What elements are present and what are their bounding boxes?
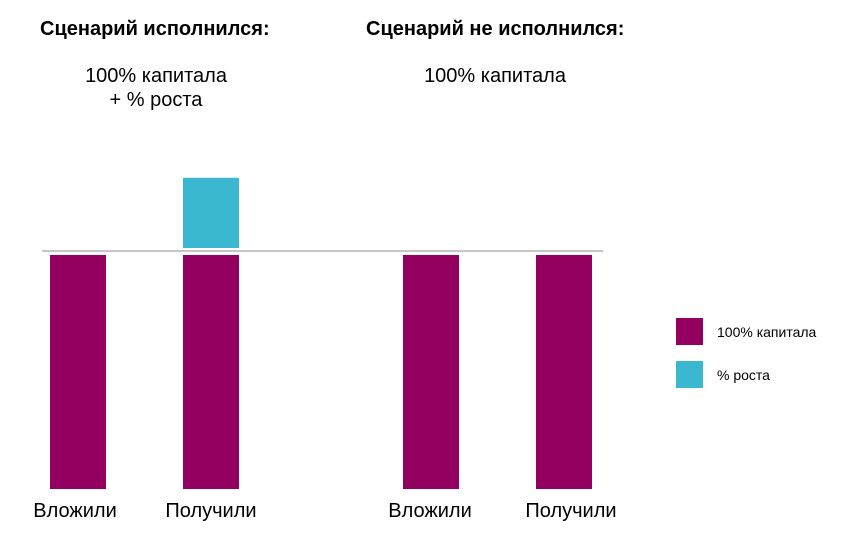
- legend-swatch-growth: [676, 361, 703, 388]
- x-label-group-2-invested: Вложили: [388, 500, 472, 522]
- x-label-group-1-received: Получили: [165, 500, 257, 522]
- bar-group-2-received-capital: [536, 255, 592, 489]
- legend-swatch-capital: [676, 318, 703, 345]
- x-label-group-1-invested: Вложили: [33, 500, 117, 522]
- legend-item-capital: 100% капитала: [676, 318, 816, 345]
- group-1-title: Сценарий исполнился:: [40, 18, 270, 40]
- x-label-group-2-received: Получили: [525, 500, 617, 522]
- legend-label-growth: % роста: [717, 366, 770, 383]
- legend-item-growth: % роста: [676, 361, 770, 388]
- legend-label-capital: 100% капитала: [717, 323, 817, 340]
- bar-group-1-received-capital: [183, 255, 239, 489]
- bar-group-1-received-growth: [183, 177, 239, 248]
- group-1-subtitle-line-2: + % роста: [109, 89, 203, 111]
- group-2-subtitle: 100% капитала: [365, 64, 625, 88]
- group-2-title: Сценарий не исполнился:: [366, 18, 625, 40]
- group-1-subtitle: 100% капитала + % роста: [26, 64, 286, 112]
- bar-group-2-invested-capital: [403, 255, 459, 489]
- group-2-subtitle-line-1: 100% капитала: [424, 65, 566, 87]
- bar-group-1-invested-capital: [50, 255, 106, 489]
- group-1-subtitle-line-1: 100% капитала: [85, 65, 227, 87]
